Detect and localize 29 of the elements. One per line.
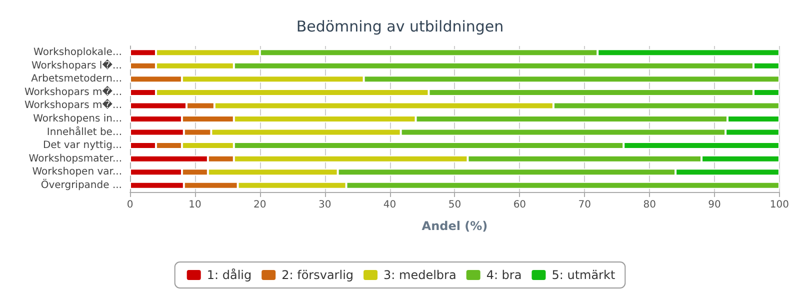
y-tick-label: Det var nyttig... (42, 140, 122, 152)
legend-label: 2: försvarlig (282, 268, 354, 282)
y-tick-label: Workshopen var... (32, 166, 122, 178)
x-tick-label: 20 (254, 200, 266, 210)
y-tick-label: Workshopsmater... (28, 153, 122, 164)
x-tick-label: 80 (643, 200, 656, 210)
x-tick-label: 10 (188, 200, 202, 210)
x-tick-label: 40 (383, 200, 396, 210)
y-tick-label: Innehållet be... (46, 126, 122, 138)
y-tick-label: Workshopens in... (33, 114, 122, 124)
legend-label: 4: bra (486, 268, 522, 282)
x-axis-title: Andel (%) (422, 219, 488, 233)
y-tick-label: Workshopars m�... (24, 98, 122, 112)
y-tick-label: Workshopars m�... (24, 84, 122, 98)
x-tick-label: 90 (708, 200, 721, 210)
x-tick-label: 100 (770, 200, 790, 210)
legend-label: 1: dålig (206, 268, 252, 282)
y-tick-label: Workshopars l�... (31, 58, 122, 72)
legend-label: 5: utmärkt (552, 268, 616, 282)
x-tick-label: 60 (513, 200, 526, 210)
legend-label: 3: medelbra (384, 268, 456, 282)
y-tick-label: Workshoplokale... (34, 47, 122, 58)
x-tick-label: 30 (318, 200, 332, 210)
y-tick-label: Övergripande ... (40, 178, 122, 191)
x-tick-label: 70 (578, 200, 591, 210)
chart-title: Bedömning av utbildningen (296, 18, 504, 36)
y-tick-label: Arbetsmetodern... (31, 74, 122, 85)
x-tick-label: 0 (126, 200, 134, 210)
x-tick-label: 50 (448, 200, 462, 210)
